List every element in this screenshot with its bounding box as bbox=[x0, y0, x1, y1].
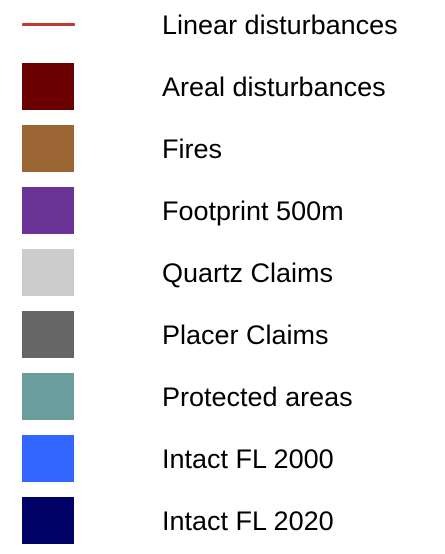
legend-item-quartz-claims: Quartz Claims bbox=[0, 242, 445, 304]
fires-swatch bbox=[22, 125, 74, 172]
legend-item-placer-claims: Placer Claims bbox=[0, 304, 445, 366]
legend-label: Protected areas bbox=[162, 382, 353, 412]
legend-label: Areal disturbances bbox=[162, 72, 386, 102]
legend-item-intact-fl-2000: Intact FL 2000 bbox=[0, 428, 445, 490]
placer-claims-swatch bbox=[22, 311, 74, 358]
legend-label: Linear disturbances bbox=[162, 10, 398, 40]
legend-label: Intact FL 2000 bbox=[162, 444, 334, 474]
legend-label: Fires bbox=[162, 134, 222, 164]
protected-areas-swatch bbox=[22, 373, 74, 420]
legend-item-intact-fl-2020: Intact FL 2020 bbox=[0, 490, 445, 552]
legend-label: Intact FL 2020 bbox=[162, 506, 334, 536]
intact-fl-2000-swatch bbox=[22, 435, 74, 482]
legend-label: Placer Claims bbox=[162, 320, 329, 350]
legend-label: Quartz Claims bbox=[162, 258, 334, 288]
quartz-claims-swatch bbox=[22, 249, 74, 296]
footprint-500m-swatch bbox=[22, 187, 74, 234]
legend-label: Footprint 500m bbox=[162, 196, 344, 226]
legend-item-protected-areas: Protected areas bbox=[0, 366, 445, 428]
legend-item-footprint-500m: Footprint 500m bbox=[0, 180, 445, 242]
legend-item-fires: Fires bbox=[0, 118, 445, 180]
legend-item-areal-disturbances: Areal disturbances bbox=[0, 56, 445, 118]
intact-fl-2020-swatch bbox=[22, 497, 74, 544]
legend-item-linear-disturbances: Linear disturbances bbox=[0, 0, 445, 56]
areal-disturbances-swatch bbox=[22, 63, 74, 110]
linear-disturbances-swatch bbox=[22, 23, 75, 26]
